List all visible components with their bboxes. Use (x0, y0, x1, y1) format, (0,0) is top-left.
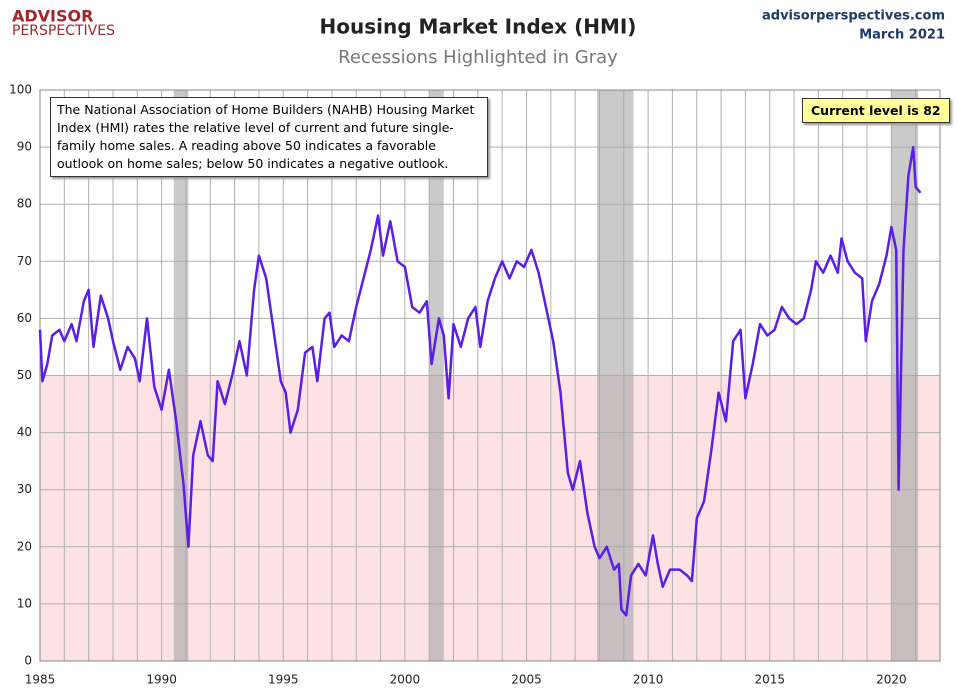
y-tick-label: 80 (17, 197, 32, 211)
x-tick-label: 1990 (146, 673, 177, 687)
x-tick-label: 1985 (25, 673, 56, 687)
y-tick-label: 100 (9, 83, 32, 97)
x-tick-label: 2005 (511, 673, 542, 687)
x-tick-label: 2015 (754, 673, 785, 687)
recession-band (891, 90, 919, 661)
x-tick-label: 2000 (390, 673, 421, 687)
y-tick-label: 50 (17, 368, 32, 382)
recession-band (429, 90, 444, 661)
y-tick-label: 90 (17, 140, 32, 154)
y-tick-label: 20 (17, 539, 32, 553)
y-tick-label: 60 (17, 311, 32, 325)
y-tick-label: 70 (17, 254, 32, 268)
plot-frame (39, 89, 941, 662)
recession-band (597, 90, 634, 661)
y-tick-label: 10 (17, 596, 32, 610)
chart-subtitle: Recessions Highlighted in Gray (338, 47, 618, 68)
x-tick-label: 2010 (633, 673, 664, 687)
logo-top: ADVISOR (12, 7, 93, 26)
chart-title: Housing Market Index (HMI) (320, 15, 637, 39)
series-line (38, 145, 922, 617)
x-tick-label: 2020 (876, 673, 907, 687)
site: advisorperspectives.com (762, 9, 945, 24)
x-tick-label: 1995 (268, 673, 299, 687)
y-tick-label: 0 (24, 654, 32, 668)
callout: Current level is 82 (802, 98, 950, 123)
y-tick-label: 40 (17, 425, 32, 439)
logo-bottom: PERSPECTIVES (12, 23, 115, 39)
date: March 2021 (859, 28, 945, 43)
y-tick-label: 30 (17, 482, 32, 496)
recession-band (173, 90, 189, 661)
annotation: The National Association of Home Builder… (50, 97, 488, 177)
